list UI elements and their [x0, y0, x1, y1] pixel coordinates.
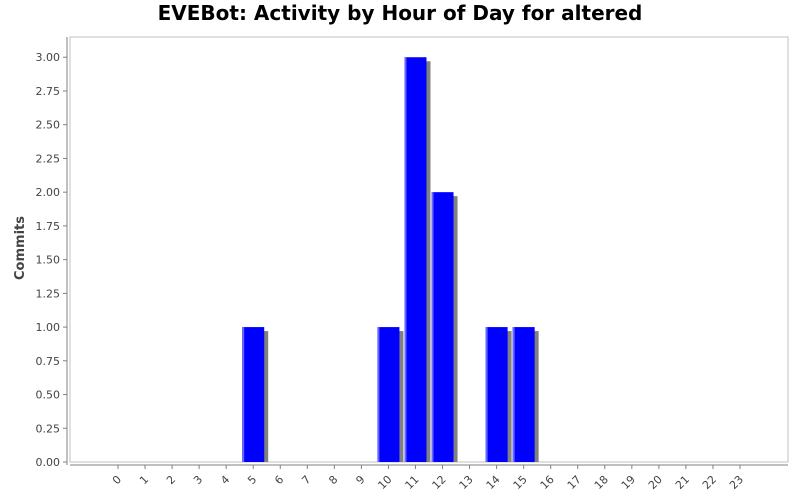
bar-highlight — [485, 327, 488, 462]
y-tick-label: 3.00 — [36, 51, 61, 64]
y-tick-label: 0.50 — [36, 389, 61, 402]
y-tick-label: 0.75 — [36, 355, 61, 368]
bar-fill — [485, 327, 508, 462]
bar-15 — [512, 327, 539, 462]
y-tick-label: 0.00 — [36, 456, 61, 469]
bar-fill — [431, 192, 454, 462]
x-tick-label: 10 — [375, 473, 394, 492]
y-tick-label: 0.25 — [36, 422, 61, 435]
x-tick-label: 8 — [326, 473, 340, 487]
x-tick-label: 20 — [646, 473, 665, 492]
x-tick-label: 11 — [403, 473, 422, 492]
y-tick-label: 1.00 — [36, 321, 61, 334]
x-tick-label: 15 — [511, 473, 530, 492]
bar-highlight — [512, 327, 515, 462]
bar-highlight — [242, 327, 245, 462]
y-tick-label: 1.50 — [36, 254, 61, 267]
x-tick-label: 19 — [619, 473, 638, 492]
y-tick-label: 2.50 — [36, 119, 61, 132]
bar-highlight — [377, 327, 380, 462]
x-tick-label: 5 — [245, 473, 259, 487]
bar-fill — [242, 327, 265, 462]
y-tick-label: 1.75 — [36, 220, 61, 233]
x-tick-label: 13 — [457, 473, 476, 492]
x-tick-label: 3 — [191, 473, 205, 487]
bar-fill — [512, 327, 535, 462]
chart-title: EVEBot: Activity by Hour of Day for alte… — [158, 1, 643, 25]
bar-11 — [404, 57, 431, 462]
bar-10 — [377, 327, 404, 462]
bar-highlight — [431, 192, 434, 462]
x-tick-label: 2 — [164, 473, 178, 487]
bar-highlight — [404, 57, 407, 462]
x-tick-label: 7 — [299, 473, 313, 487]
x-tick-label: 9 — [353, 473, 367, 487]
y-tick-label: 1.25 — [36, 287, 61, 300]
x-tick-label: 6 — [272, 473, 286, 487]
x-tick-label: 17 — [565, 473, 584, 492]
y-tick-label: 2.25 — [36, 152, 61, 165]
y-tick-label: 2.00 — [36, 186, 61, 199]
bar-12 — [431, 192, 458, 462]
bar-fill — [377, 327, 400, 462]
bar-14 — [485, 327, 512, 462]
bar-5 — [242, 327, 269, 462]
x-tick-label: 1 — [137, 473, 151, 487]
bars-layer — [242, 57, 539, 462]
x-tick-label: 23 — [727, 473, 746, 492]
x-tick-label: 16 — [538, 473, 557, 492]
x-tick-label: 0 — [110, 473, 124, 487]
y-tick-label: 2.75 — [36, 85, 61, 98]
x-tick-label: 22 — [700, 473, 719, 492]
y-axis-label: Commits — [13, 216, 28, 280]
x-tick-label: 4 — [218, 473, 232, 487]
x-tick-label: 14 — [484, 473, 503, 492]
bar-fill — [404, 57, 427, 462]
x-tick-label: 21 — [673, 473, 692, 492]
x-tick-label: 12 — [430, 473, 449, 492]
x-tick-label: 18 — [592, 473, 611, 492]
